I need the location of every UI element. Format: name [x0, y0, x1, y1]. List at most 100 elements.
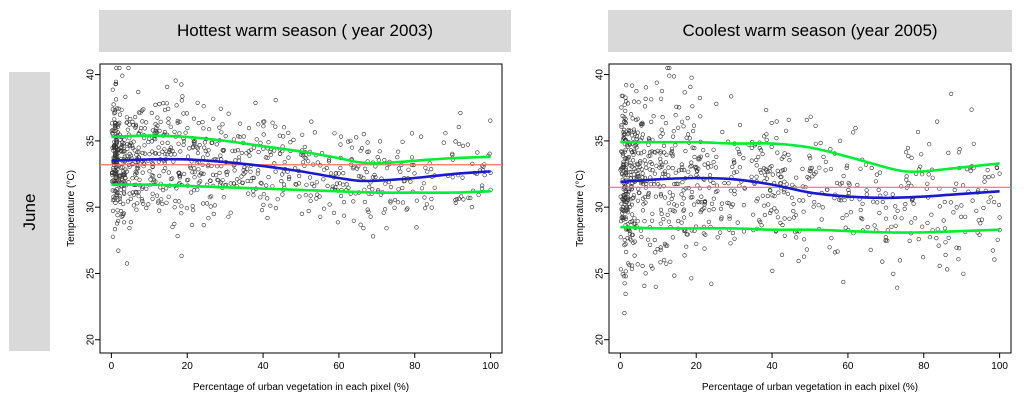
scatter-point: [636, 151, 641, 156]
scatter-point: [134, 176, 139, 181]
scatter-point: [201, 223, 206, 228]
scatter-point: [687, 136, 692, 141]
scatter-point: [336, 171, 341, 176]
scatter-point: [629, 149, 635, 155]
scatter-point: [258, 140, 263, 145]
scatter-point: [221, 148, 226, 153]
scatter-point: [159, 197, 164, 202]
scatter-point: [291, 137, 296, 142]
scatter-point: [195, 100, 200, 105]
scatter-point: [148, 177, 153, 182]
scatter-point: [623, 168, 629, 173]
scatter-point: [254, 137, 259, 142]
scatter-point: [648, 182, 653, 187]
scatter-point: [302, 144, 307, 150]
scatter-point: [277, 133, 282, 138]
scatter-point: [381, 210, 386, 215]
scatter-point: [226, 214, 231, 219]
scatter-point: [206, 216, 211, 221]
scatter-point: [911, 201, 916, 206]
scatter-point: [251, 188, 256, 194]
scatter-point: [714, 101, 719, 107]
scatter-point: [858, 215, 864, 221]
scatter-point: [110, 166, 116, 171]
scatter-point: [772, 194, 777, 199]
scatter-point: [245, 166, 250, 171]
scatter-point: [140, 150, 145, 156]
scatter-point: [916, 237, 921, 242]
scatter-point: [306, 208, 311, 214]
scatter-point: [640, 171, 645, 176]
scatter-point: [946, 150, 951, 155]
scatter-point: [926, 172, 931, 177]
scatter-point: [935, 227, 940, 232]
scatter-point: [147, 152, 152, 157]
scatter-point: [153, 102, 158, 108]
scatter-point: [215, 177, 220, 182]
scatter-point: [787, 157, 792, 163]
scatter-point: [624, 200, 629, 205]
scatter-point: [638, 151, 644, 156]
scatter-point: [628, 219, 633, 225]
scatter-point: [334, 181, 340, 186]
scatter-point: [179, 253, 184, 258]
scatter-point: [623, 242, 628, 247]
scatter-point: [679, 162, 684, 167]
scatter-point: [662, 241, 667, 246]
scatter-point: [665, 212, 670, 217]
scatter-point: [737, 151, 742, 157]
scatter-point: [707, 208, 712, 213]
scatter-point: [372, 172, 377, 178]
series-line-lower: [620, 225, 1000, 234]
scatter-point: [714, 154, 719, 159]
scatter-point: [754, 174, 759, 179]
scatter-point: [751, 212, 756, 217]
scatter-point: [643, 96, 648, 102]
scatter-point: [154, 125, 159, 131]
scatter-point: [116, 106, 121, 111]
scatter-point: [820, 205, 825, 210]
scatter-point: [682, 90, 687, 95]
scatter-point: [629, 212, 635, 217]
x-tick-label: 100: [991, 361, 1008, 372]
scatter-point: [142, 143, 147, 148]
scatter-point: [461, 197, 466, 202]
scatter-point: [114, 221, 120, 226]
scatter-point: [161, 100, 166, 106]
scatter-point: [248, 147, 254, 152]
scatter-point: [354, 135, 359, 140]
scatter-point: [925, 181, 930, 186]
scatter-point: [702, 199, 707, 204]
scatter-point: [825, 187, 830, 192]
scatter-point: [125, 120, 130, 125]
scatter-point: [153, 136, 158, 142]
scatter-point: [122, 187, 127, 192]
scatter-point: [218, 153, 223, 158]
scatter-point: [731, 158, 736, 163]
scatter-point: [669, 146, 675, 151]
scatter-point: [131, 192, 136, 197]
scatter-point: [666, 201, 671, 206]
scatter-point: [754, 157, 759, 163]
scatter-point: [366, 149, 371, 154]
scatter-point: [650, 211, 655, 216]
scatter-point: [144, 205, 149, 211]
scatter-point: [120, 165, 125, 170]
scatter-point: [670, 193, 676, 198]
scatter-point: [125, 146, 130, 151]
scatter-point: [865, 225, 870, 230]
scatter-point: [414, 198, 420, 203]
scatter-point: [848, 210, 854, 215]
scatter-point: [705, 152, 710, 158]
scatter-point: [679, 192, 684, 197]
scatter-point: [772, 206, 777, 211]
scatter-point: [668, 208, 673, 213]
scatter-point: [647, 167, 652, 172]
scatter-point: [621, 127, 627, 132]
scatter-point: [709, 201, 715, 206]
scatter-point: [652, 237, 657, 243]
scatter-point: [218, 106, 223, 111]
scatter-point: [197, 142, 202, 148]
scatter-point: [762, 203, 767, 208]
scatter-point: [639, 234, 644, 240]
